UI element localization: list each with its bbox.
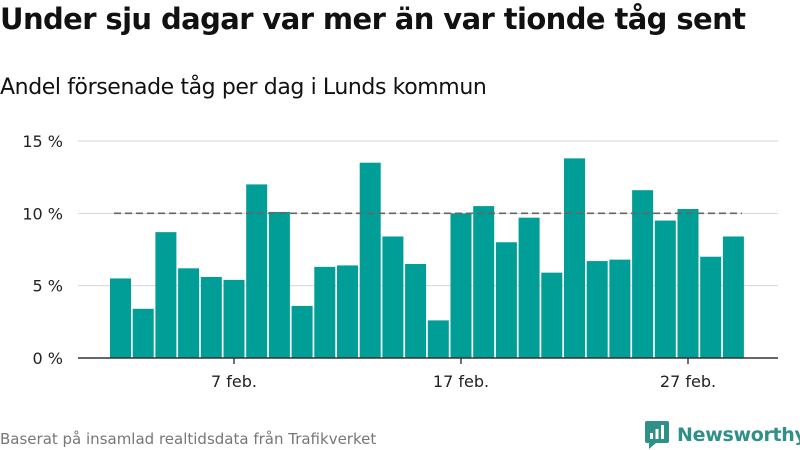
- bar: [178, 268, 200, 358]
- bar: [427, 320, 449, 358]
- bar: [382, 236, 404, 358]
- bar: [291, 305, 313, 358]
- chart-subtitle: Andel försenade tåg per dag i Lunds komm…: [0, 75, 487, 100]
- bar: [518, 217, 540, 358]
- bar: [314, 266, 336, 358]
- bar: [246, 184, 268, 358]
- bar: [223, 279, 245, 358]
- source-note: Baserat på insamlad realtidsdata från Tr…: [0, 430, 377, 448]
- bar: [110, 278, 131, 358]
- bar: [541, 272, 563, 358]
- bar: [473, 206, 495, 358]
- bar: [132, 308, 154, 358]
- y-tick-label: 10 %: [22, 204, 63, 223]
- bar: [268, 211, 290, 358]
- bar: [405, 263, 427, 358]
- bar: [586, 261, 608, 358]
- bar: [200, 276, 222, 358]
- bar: [155, 232, 177, 358]
- bar: [632, 190, 654, 358]
- y-tick-label: 5 %: [33, 277, 63, 296]
- brand-name: Newsworthy: [677, 424, 800, 446]
- y-tick-label: 0 %: [33, 349, 63, 368]
- bar: [337, 265, 358, 358]
- brand-logo: Newsworthy: [644, 420, 800, 450]
- y-tick-label: 15 %: [22, 132, 63, 151]
- bar: [654, 220, 676, 358]
- bar: [450, 213, 472, 358]
- bar: [495, 242, 517, 358]
- bar: [564, 158, 585, 358]
- chart-title: Under sju dagar var mer än var tionde tå…: [0, 2, 746, 36]
- bar: [609, 259, 631, 358]
- bar: [359, 162, 381, 358]
- x-tick-label: 27 feb.: [660, 372, 716, 391]
- newsworthy-logo-icon: [645, 421, 669, 449]
- bar-layer: [110, 158, 744, 358]
- x-tick-label: 17 feb.: [433, 372, 489, 391]
- bar: [700, 256, 722, 358]
- bar: [722, 236, 744, 358]
- axis-layer: 0 % 5 % 10 % 15 % 7 feb. 17 feb. 27 feb.: [22, 132, 778, 391]
- bar: [677, 208, 699, 358]
- x-tick-label: 7 feb.: [211, 372, 257, 391]
